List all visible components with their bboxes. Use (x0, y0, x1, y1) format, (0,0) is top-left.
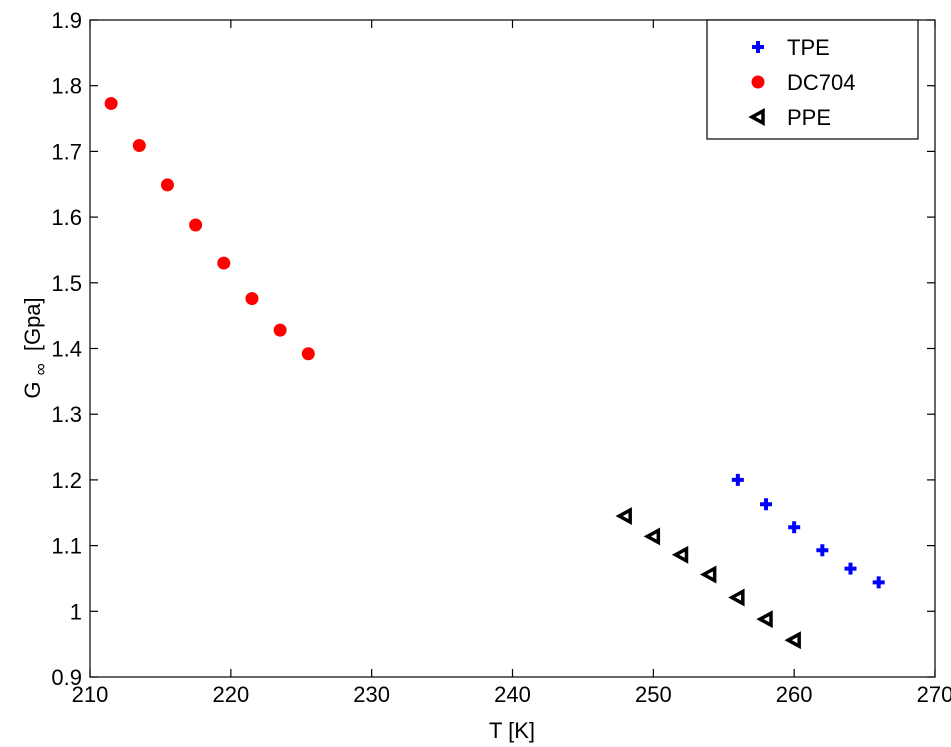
y-tick-label: 1.2 (51, 468, 82, 493)
x-axis-label: T [K] (489, 718, 535, 743)
data-point-tpe (731, 473, 744, 486)
x-tick-label: 260 (776, 682, 813, 707)
data-point-tpe (816, 544, 829, 557)
y-axis-label-subscript: ∞ (31, 363, 50, 375)
legend-label-ppe: PPE (787, 105, 831, 130)
data-point-dc704 (160, 178, 174, 192)
data-point-dc704 (301, 347, 315, 361)
y-tick-label: 1.8 (51, 74, 82, 99)
svg-text:G ∞ [Gpa]: G ∞ [Gpa] (20, 297, 51, 398)
data-point-ppe (700, 565, 717, 584)
y-tick-label: 1.7 (51, 139, 82, 164)
y-tick-label: 1 (70, 599, 82, 624)
data-point-ppe (671, 545, 689, 564)
y-tick-label: 1.4 (51, 337, 82, 362)
y-tick-label: 0.9 (51, 665, 82, 690)
y-tick-label: 1.3 (51, 402, 82, 427)
x-tick-label: 220 (212, 682, 249, 707)
y-tick-label: 1.1 (51, 534, 82, 559)
data-point-dc704 (273, 323, 287, 337)
data-point-ppe (756, 610, 773, 629)
data-point-ppe (643, 527, 661, 546)
x-tick-label: 230 (353, 682, 390, 707)
y-axis-label: G ∞ [Gpa] (20, 297, 51, 398)
legend-marker-tpe (752, 41, 764, 53)
y-axis-label-unit: [Gpa] (20, 297, 45, 351)
legend: TPE DC704 PPE (706, 19, 919, 140)
x-tick-label: 210 (72, 682, 109, 707)
axis-ticks (89, 19, 936, 678)
legend-label-tpe: TPE (787, 35, 830, 60)
data-point-dc704 (104, 96, 118, 110)
data-point-tpe (872, 576, 885, 589)
data-point-ppe (784, 631, 801, 650)
data-point-tpe (760, 498, 772, 511)
legend-marker-ppe (748, 108, 765, 126)
axis-tick-labels: 210 220 230 240 250 260 270 0.9 1 1.1 1.2 1.3 1.4 1.5… (51, 8, 951, 707)
x-tick-label: 240 (494, 682, 531, 707)
x-tick-label: 250 (635, 682, 672, 707)
legend-marker-dc704 (751, 75, 765, 89)
data-point-dc704 (189, 218, 203, 232)
y-tick-label: 1.6 (51, 205, 82, 230)
data-point-dc704 (132, 138, 146, 152)
y-tick-label: 1.9 (51, 8, 82, 33)
data-markers (104, 96, 885, 650)
data-point-dc704 (217, 256, 231, 270)
legend-box (706, 19, 919, 140)
data-point-ppe (615, 507, 632, 525)
x-tick-label: 270 (917, 682, 951, 707)
y-axis-label-main: G (20, 382, 45, 399)
data-point-ppe (728, 588, 745, 607)
legend-items: TPE DC704 PPE (748, 35, 855, 130)
y-tick-label: 1.5 (51, 271, 82, 296)
data-point-dc704 (245, 292, 259, 306)
legend-label-dc704: DC704 (787, 70, 855, 95)
data-point-tpe (844, 562, 857, 575)
data-point-tpe (788, 521, 801, 534)
